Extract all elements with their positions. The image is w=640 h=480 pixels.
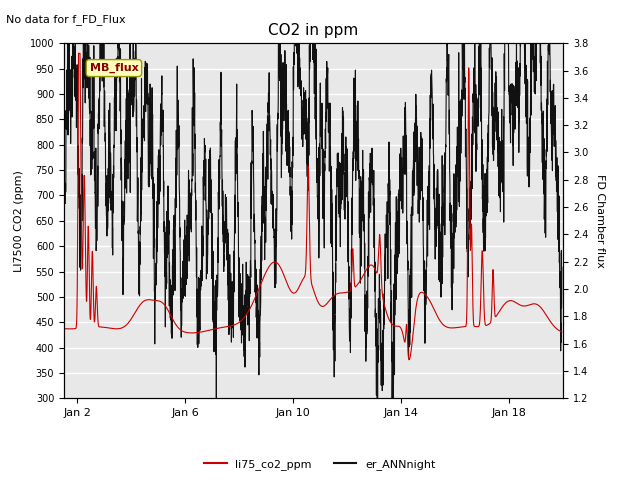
Title: CO2 in ppm: CO2 in ppm xyxy=(268,23,359,38)
Y-axis label: FD Chamber flux: FD Chamber flux xyxy=(595,174,605,268)
Y-axis label: LI7500 CO2 (ppm): LI7500 CO2 (ppm) xyxy=(14,170,24,272)
Text: MB_flux: MB_flux xyxy=(90,63,138,73)
Text: No data for f_FD_Flux: No data for f_FD_Flux xyxy=(6,14,126,25)
Legend: li75_co2_ppm, er_ANNnight: li75_co2_ppm, er_ANNnight xyxy=(200,455,440,474)
